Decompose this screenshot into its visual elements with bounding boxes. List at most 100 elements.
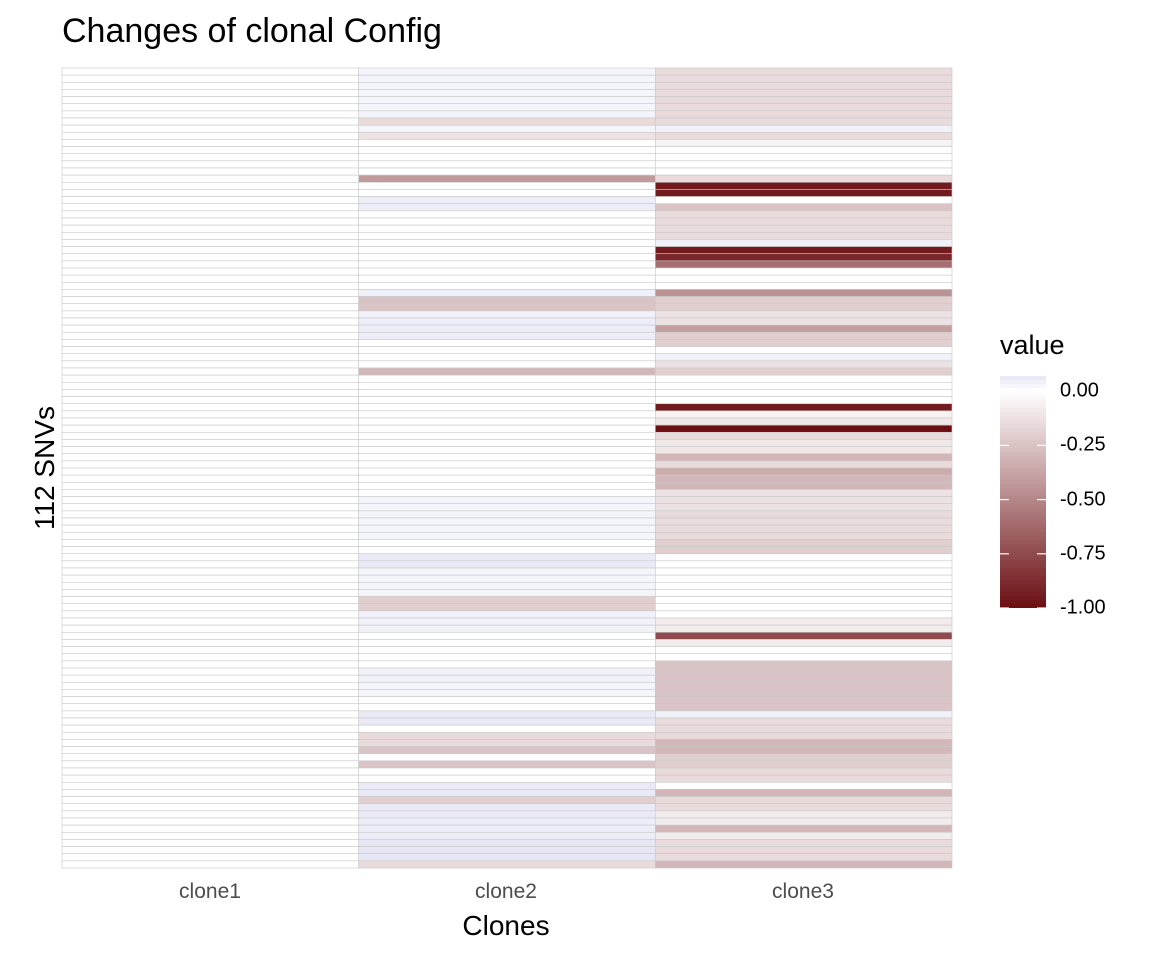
- heatmap-cell-clone1-row-37: [61, 324, 359, 333]
- heatmap-cell-clone2-row-25: [358, 239, 656, 247]
- x-tick-clone2: clone2: [475, 880, 537, 903]
- legend-color-step: [1000, 484, 1046, 489]
- legend-color-step: [1000, 488, 1046, 493]
- heatmap-cell-clone2-row-73: [358, 581, 656, 590]
- x-tick-clone3: clone3: [772, 880, 834, 903]
- heatmap-cell-clone2-row-53: [358, 439, 656, 447]
- legend-tick-label: -1.00: [1060, 596, 1106, 619]
- heatmap-cell-clone3-row-42: [655, 360, 953, 369]
- heatmap-cell-clone1-row-58: [61, 474, 359, 483]
- heatmap-cell-clone1-row-14: [61, 160, 359, 169]
- heatmap-cell-clone1-row-33: [61, 296, 359, 305]
- heatmap-cell-clone2-row-17: [358, 181, 656, 190]
- heatmap-cell-clone2-row-68: [358, 546, 656, 555]
- heatmap-cell-clone2-row-82: [358, 646, 656, 655]
- heatmap-cell-clone2-row-109: [358, 839, 656, 847]
- heatmap-cell-clone1-row-90: [61, 703, 359, 712]
- heatmap-cell-clone2-row-38: [358, 331, 656, 340]
- legend-color-step: [1000, 512, 1046, 517]
- heatmap-cell-clone2-row-70: [358, 560, 656, 569]
- legend-color-step: [1000, 592, 1046, 597]
- heatmap-cell-clone3-row-64: [655, 517, 953, 526]
- heatmap-cell-clone1-row-35: [61, 310, 359, 319]
- heatmap-cell-clone3-row-76: [655, 603, 953, 612]
- heatmap-cell-clone3-row-72: [655, 574, 953, 583]
- heatmap-cell-clone1-row-99: [61, 767, 359, 776]
- heatmap-cell-clone2-row-79: [358, 624, 656, 633]
- heatmap-cell-clone1-row-42: [61, 360, 359, 369]
- heatmap-cell-clone3-row-30: [655, 274, 953, 283]
- heatmap-cell-clone1-row-105: [61, 810, 359, 819]
- heatmap-cell-clone2-row-69: [358, 553, 656, 562]
- heatmap-cell-clone2-row-98: [358, 760, 656, 769]
- heatmap-cell-clone1-row-69: [61, 553, 359, 562]
- heatmap-cell-clone1-row-74: [61, 589, 359, 597]
- heatmap-cell-clone2-row-50: [358, 417, 656, 426]
- heatmap-cell-clone2-row-80: [358, 631, 656, 640]
- heatmap-cell-clone2-row-28: [358, 260, 656, 269]
- legend-color-step: [1000, 564, 1046, 569]
- heatmap-cell-clone3-row-94: [655, 731, 953, 740]
- heatmap-cell-clone1-row-25: [61, 239, 359, 247]
- heatmap-cell-clone3-row-88: [655, 689, 953, 697]
- heatmap-cell-clone1-row-28: [61, 260, 359, 269]
- heatmap-cell-clone1-row-45: [61, 381, 359, 390]
- heatmap-cell-clone1-row-76: [61, 603, 359, 612]
- heatmap-cell-clone1-row-15: [61, 167, 359, 176]
- heatmap-cell-clone2-row-72: [358, 574, 656, 583]
- heatmap-cell-clone1-row-57: [61, 467, 359, 476]
- heatmap-cell-clone1-row-60: [61, 489, 359, 497]
- heatmap-cell-clone3-row-108: [655, 831, 953, 840]
- heatmap-cell-clone3-row-44: [655, 374, 953, 383]
- heatmap-cell-clone1-row-96: [61, 746, 359, 755]
- heatmap-cell-clone2-row-65: [358, 524, 656, 533]
- heatmap-cell-clone1-row-41: [61, 353, 359, 362]
- heatmap-cell-clone1-row-26: [61, 246, 359, 255]
- legend-color-step: [1000, 412, 1046, 417]
- heatmap-cell-clone2-row-55: [358, 453, 656, 462]
- heatmap-cell-clone1-row-111: [61, 853, 359, 862]
- heatmap-cell-clone3-row-48: [655, 403, 953, 412]
- heatmap-cell-clone2-row-56: [358, 460, 656, 469]
- legend-color-step: [1000, 500, 1046, 505]
- legend-color-step: [1000, 452, 1046, 457]
- heatmap-cell-clone3-row-25: [655, 239, 953, 247]
- heatmap-cell-clone1-row-11: [61, 139, 359, 147]
- heatmap-cell-clone2-row-2: [358, 74, 656, 83]
- heatmap-cell-clone1-row-17: [61, 181, 359, 190]
- legend-color-step: [1000, 600, 1046, 605]
- heatmap-cell-clone3-row-111: [655, 853, 953, 862]
- heatmap-cell-clone3-row-92: [655, 717, 953, 726]
- heatmap-cell-clone3-row-68: [655, 546, 953, 555]
- heatmap-cell-clone1-row-52: [61, 431, 359, 440]
- heatmap-cell-clone1-row-94: [61, 731, 359, 740]
- legend-color-step: [1000, 604, 1046, 608]
- heatmap-cell-clone2-row-71: [358, 567, 656, 576]
- heatmap-cell-clone2-row-21: [358, 210, 656, 219]
- heatmap-cell-clone3-row-33: [655, 296, 953, 305]
- legend-tick-label: -0.75: [1060, 542, 1106, 565]
- heatmap-cell-clone3-row-82: [655, 646, 953, 655]
- heatmap-cell-clone1-row-32: [61, 289, 359, 297]
- heatmap-cell-clone2-row-33: [358, 296, 656, 305]
- legend-color-step: [1000, 460, 1046, 465]
- heatmap-cell-clone1-row-98: [61, 760, 359, 769]
- heatmap-cell-clone2-row-36: [358, 317, 656, 326]
- heatmap-cell-clone1-row-24: [61, 231, 359, 240]
- heatmap-cell-clone2-row-105: [358, 810, 656, 819]
- heatmap-cell-clone3-row-107: [655, 824, 953, 833]
- heatmap-cell-clone1-row-59: [61, 481, 359, 490]
- heatmap-cell-clone2-row-54: [358, 446, 656, 455]
- heatmap-cell-clone3-row-59: [655, 481, 953, 490]
- legend-color-step: [1000, 532, 1046, 537]
- heatmap-cell-clone1-row-85: [61, 667, 359, 676]
- legend-color-step: [1000, 560, 1046, 565]
- heatmap-cell-clone2-row-47: [358, 396, 656, 405]
- heatmap-cell-clone1-row-88: [61, 689, 359, 697]
- heatmap-cell-clone2-row-108: [358, 831, 656, 840]
- legend-color-step: [1000, 576, 1046, 581]
- heatmap-cell-clone3-row-24: [655, 231, 953, 240]
- heatmap-cell-clone1-row-50: [61, 417, 359, 426]
- heatmap-cell-clone3-row-81: [655, 639, 953, 647]
- heatmap-cell-clone3-row-17: [655, 181, 953, 190]
